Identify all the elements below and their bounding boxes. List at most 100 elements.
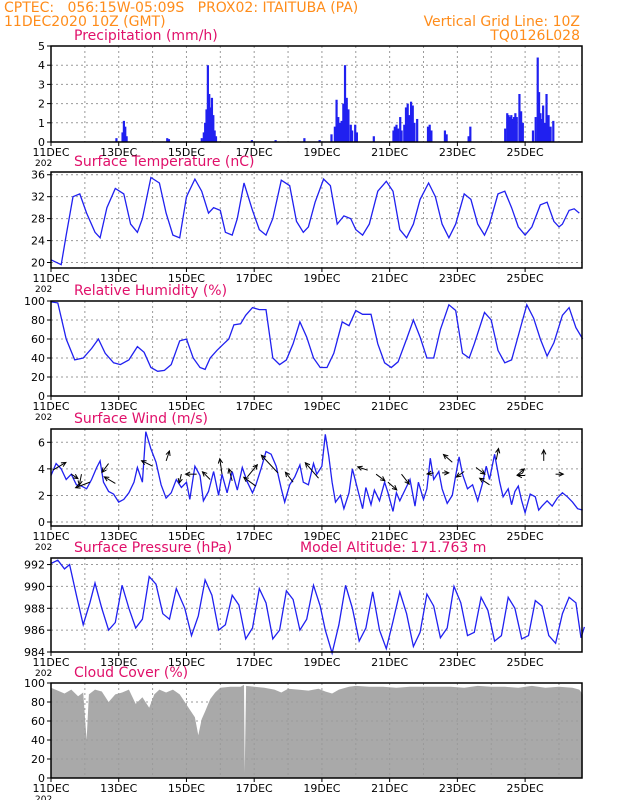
cloud-xtick-label: 19DEC	[303, 782, 340, 795]
rh-frame	[50, 300, 583, 397]
precip-plot-area	[51, 46, 582, 142]
press-xtick-label: 15DEC	[168, 656, 205, 669]
cloud-ytick-label: 20	[31, 753, 45, 766]
wind-xtick-label: 21DEC	[371, 530, 408, 543]
precip-xtick-label: 19DEC	[303, 146, 340, 159]
wind-vector	[101, 463, 109, 473]
precip-bar	[124, 126, 127, 142]
press-ytick-label: 988	[24, 602, 45, 615]
precip-year-label: 202	[35, 159, 52, 169]
cloud-year-label: 202	[35, 795, 52, 800]
wind-vector	[479, 477, 490, 486]
rh-ytick-label: 20	[31, 371, 45, 384]
precip-bar	[469, 126, 472, 142]
precip-bar	[404, 107, 408, 142]
precip-bar	[542, 105, 545, 142]
press-xtick-label: 13DEC	[100, 656, 137, 669]
wind-vector	[202, 471, 211, 480]
precip-bar	[515, 117, 518, 142]
wind-vector	[357, 466, 368, 471]
cloud-area	[51, 684, 583, 778]
cloud-xtick-label: 13DEC	[100, 782, 137, 795]
precip-bar	[508, 117, 512, 142]
wind-frame	[50, 428, 583, 527]
precip-bar	[351, 130, 354, 142]
cloud-ytick-label: 0	[38, 772, 45, 785]
wind-vector-head	[479, 469, 486, 475]
precip-bar	[167, 139, 171, 142]
precip-ytick-label: 2	[38, 98, 45, 111]
temp-xtick-label: 17DEC	[236, 272, 273, 285]
wind-vector-head	[379, 476, 386, 482]
temp-plot-area	[51, 172, 582, 268]
wind-vector	[219, 458, 223, 475]
header-station-line: CPTEC: 056:15W-05:09S PROX02: ITAITUBA (…	[4, 0, 359, 16]
precip-bar	[540, 118, 543, 142]
precip-bar	[210, 97, 214, 142]
precip-ytick-label: 1	[38, 117, 45, 130]
cloud-ytick-label: 60	[31, 715, 45, 728]
rh-xtick-label: 15DEC	[168, 400, 205, 413]
wind-vector	[228, 468, 233, 481]
precip-bar	[333, 126, 336, 142]
precip-bar	[445, 134, 448, 142]
rh-ytick-label: 100	[24, 295, 45, 308]
precip-xtick-label: 23DEC	[439, 146, 476, 159]
rh-ytick-label: 40	[31, 352, 45, 365]
wind-year-label: 202	[35, 543, 52, 553]
wind-vector	[78, 474, 82, 486]
wind-vector	[261, 454, 279, 474]
precip-bar	[335, 99, 338, 142]
precip-bar	[355, 132, 358, 142]
precip-bar	[506, 113, 509, 142]
cloud-frame	[50, 682, 583, 779]
rh-xtick-label: 23DEC	[439, 400, 476, 413]
press-xtick-label: 23DEC	[439, 656, 476, 669]
wind-xtick-label: 13DEC	[100, 530, 137, 543]
precip-bar	[507, 115, 510, 142]
press-title: Surface Pressure (hPa)	[74, 540, 232, 556]
press-line	[50, 559, 586, 656]
precip-bar	[330, 134, 333, 142]
wind-vector	[516, 468, 525, 476]
precip-bar	[347, 109, 350, 142]
precip-bar	[214, 136, 218, 142]
wind-vector-head	[101, 467, 107, 474]
temp-ytick-label: 28	[31, 213, 45, 226]
press-xtick-label: 19DEC	[303, 656, 340, 669]
precip-bar	[208, 94, 211, 142]
press-xtick-label: 25DEC	[507, 656, 544, 669]
wind-vector	[285, 471, 294, 483]
precip-xtick-label: 25DEC	[507, 146, 544, 159]
precip-bar	[504, 128, 507, 142]
wind-vector-head	[519, 468, 526, 474]
wind-vector	[387, 481, 398, 491]
rh-xtick-label: 19DEC	[303, 400, 340, 413]
wind-vector	[141, 460, 153, 467]
cloud-xtick-label: 17DEC	[236, 782, 273, 795]
wind-vector	[401, 473, 410, 485]
wind-line	[50, 431, 583, 516]
precip-bar	[354, 124, 357, 142]
precip-xtick-label: 13DEC	[100, 146, 137, 159]
rh-ytick-label: 60	[31, 333, 45, 346]
rh-plot-area	[51, 301, 582, 396]
wind-vector	[443, 454, 453, 463]
wind-vector	[243, 476, 257, 487]
wind-xtick-label: 25DEC	[507, 530, 544, 543]
precip-bar	[200, 138, 203, 142]
precip-bar	[115, 138, 118, 142]
precip-bar	[212, 115, 215, 142]
press-year-label: 202	[35, 669, 52, 679]
wind-vector-head	[201, 470, 208, 477]
wind-vector	[71, 473, 79, 479]
wind-vector-head	[103, 476, 110, 482]
cloud-ytick-label: 40	[31, 734, 45, 747]
wind-vector-head	[304, 461, 311, 468]
precip-ytick-label: 3	[38, 78, 45, 91]
wind-plot-area	[51, 429, 582, 526]
press-ytick-label: 992	[24, 559, 45, 572]
precip-bar	[545, 94, 548, 142]
rh-xtick-label: 11DEC	[32, 400, 69, 413]
press-xtick-label: 17DEC	[236, 656, 273, 669]
